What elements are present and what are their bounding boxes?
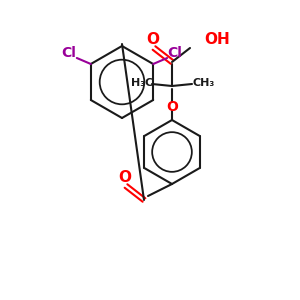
Text: O: O — [146, 32, 160, 47]
Text: O: O — [166, 100, 178, 114]
Text: H₃C: H₃C — [131, 78, 153, 88]
Text: OH: OH — [204, 32, 230, 47]
Text: CH₃: CH₃ — [193, 78, 215, 88]
Text: O: O — [118, 170, 131, 185]
Text: Cl: Cl — [61, 46, 76, 60]
Text: Cl: Cl — [168, 46, 183, 60]
